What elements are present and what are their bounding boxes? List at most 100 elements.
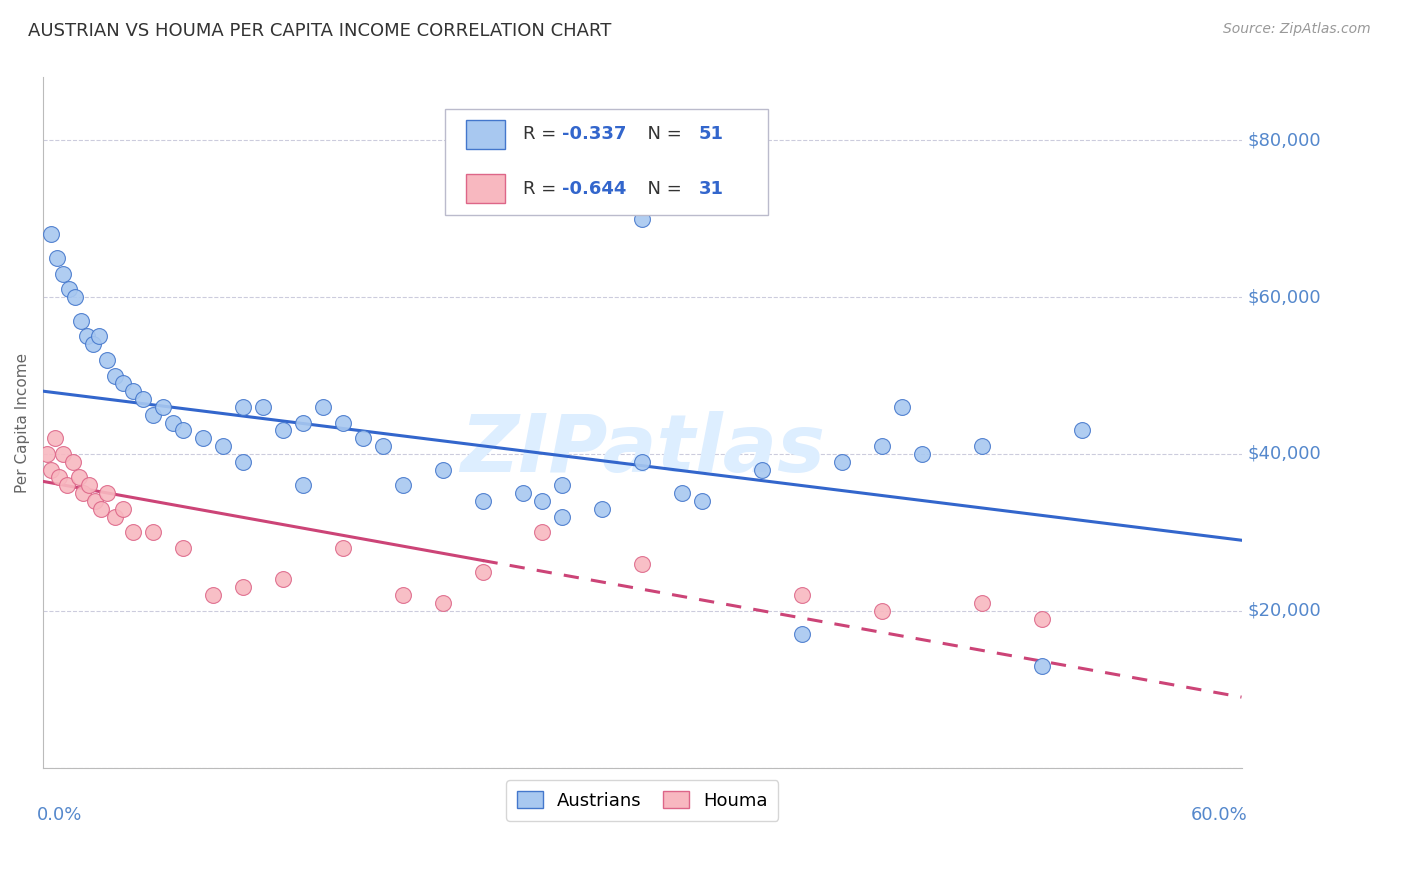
Point — [76, 329, 98, 343]
Point — [172, 424, 194, 438]
Point — [70, 313, 93, 327]
Point — [432, 462, 454, 476]
Point — [96, 486, 118, 500]
Point — [52, 447, 75, 461]
Point — [790, 588, 813, 602]
Point — [44, 431, 66, 445]
Text: 60.0%: 60.0% — [1191, 805, 1247, 823]
Point — [152, 400, 174, 414]
Point — [690, 494, 713, 508]
Point — [312, 400, 335, 414]
Point — [39, 462, 62, 476]
Point — [87, 329, 110, 343]
Point — [911, 447, 934, 461]
Point — [1031, 612, 1053, 626]
Point — [631, 557, 654, 571]
Point — [1070, 424, 1092, 438]
Point — [1031, 658, 1053, 673]
Point — [291, 478, 314, 492]
Point — [122, 525, 145, 540]
Legend: Austrians, Houma: Austrians, Houma — [506, 780, 779, 821]
Bar — [444, 109, 768, 216]
Point — [132, 392, 155, 406]
Point — [232, 580, 254, 594]
Text: N =: N = — [637, 125, 688, 143]
Y-axis label: Per Capita Income: Per Capita Income — [15, 352, 30, 492]
Text: $40,000: $40,000 — [1247, 445, 1322, 463]
Text: -0.337: -0.337 — [562, 125, 627, 143]
Point — [84, 494, 107, 508]
Text: ZIPatlas: ZIPatlas — [460, 411, 825, 489]
Point — [631, 455, 654, 469]
Text: Source: ZipAtlas.com: Source: ZipAtlas.com — [1223, 22, 1371, 37]
Point — [39, 227, 62, 242]
Point — [232, 455, 254, 469]
Point — [90, 501, 112, 516]
Text: AUSTRIAN VS HOUMA PER CAPITA INCOME CORRELATION CHART: AUSTRIAN VS HOUMA PER CAPITA INCOME CORR… — [28, 22, 612, 40]
Point — [332, 541, 354, 555]
Point — [201, 588, 224, 602]
Point — [58, 282, 80, 296]
Point — [671, 486, 693, 500]
Point — [271, 573, 294, 587]
Point — [104, 368, 127, 383]
Point — [531, 525, 554, 540]
Text: $80,000: $80,000 — [1247, 131, 1322, 149]
Bar — [467, 174, 505, 203]
Point — [970, 439, 993, 453]
Point — [122, 384, 145, 399]
Point — [970, 596, 993, 610]
Point — [891, 400, 914, 414]
Point — [432, 596, 454, 610]
Point — [96, 352, 118, 367]
Point — [67, 470, 90, 484]
Point — [271, 424, 294, 438]
Point — [352, 431, 374, 445]
Point — [531, 494, 554, 508]
Point — [232, 400, 254, 414]
Point — [332, 416, 354, 430]
Text: R =: R = — [523, 179, 561, 197]
Point — [48, 470, 70, 484]
Point — [471, 494, 494, 508]
Point — [142, 408, 165, 422]
Point — [391, 588, 413, 602]
Text: 0.0%: 0.0% — [37, 805, 83, 823]
Text: $60,000: $60,000 — [1247, 288, 1322, 306]
Text: 31: 31 — [699, 179, 724, 197]
Point — [112, 501, 135, 516]
Point — [63, 290, 86, 304]
Point — [52, 267, 75, 281]
Point — [631, 211, 654, 226]
Point — [191, 431, 214, 445]
Point — [870, 604, 893, 618]
Text: 51: 51 — [699, 125, 724, 143]
Point — [551, 478, 574, 492]
Point — [112, 376, 135, 391]
Text: R =: R = — [523, 125, 561, 143]
Point — [77, 478, 100, 492]
Text: N =: N = — [637, 179, 688, 197]
Point — [551, 509, 574, 524]
Point — [56, 478, 79, 492]
Point — [790, 627, 813, 641]
Point — [104, 509, 127, 524]
Point — [172, 541, 194, 555]
Point — [252, 400, 274, 414]
Point — [371, 439, 394, 453]
Point — [46, 251, 69, 265]
Point — [471, 565, 494, 579]
Point — [62, 455, 84, 469]
Text: $20,000: $20,000 — [1247, 602, 1322, 620]
Point — [212, 439, 235, 453]
Point — [391, 478, 413, 492]
Text: -0.644: -0.644 — [562, 179, 627, 197]
Point — [72, 486, 94, 500]
Point — [142, 525, 165, 540]
Point — [751, 462, 773, 476]
Point — [291, 416, 314, 430]
Point — [37, 447, 59, 461]
Point — [831, 455, 853, 469]
Point — [870, 439, 893, 453]
Point — [591, 501, 613, 516]
